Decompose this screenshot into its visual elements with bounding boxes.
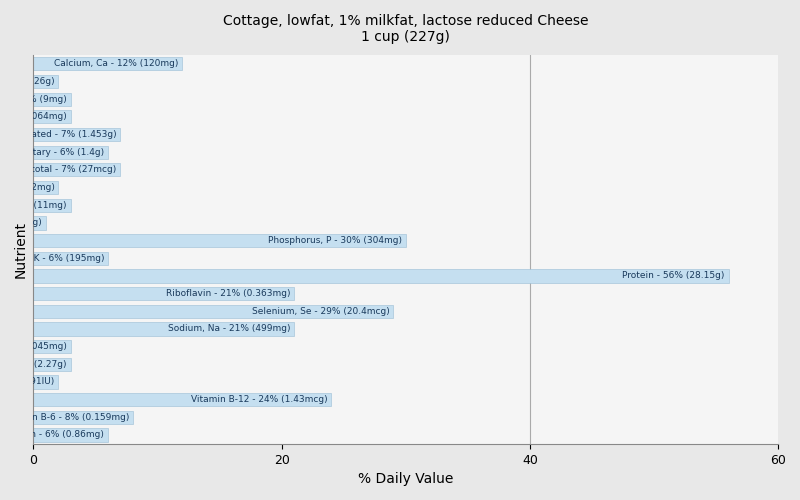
Text: Magnesium, Mg - 3% (11mg): Magnesium, Mg - 3% (11mg) [0, 200, 67, 209]
Text: Total lipid (fat) - 3% (2.27g): Total lipid (fat) - 3% (2.27g) [0, 360, 67, 369]
Text: Phosphorus, P - 30% (304mg): Phosphorus, P - 30% (304mg) [268, 236, 402, 245]
Bar [34, 304, 394, 318]
Text: Vitamin A, IU - 2% (91IU): Vitamin A, IU - 2% (91IU) [0, 378, 54, 386]
Bar [34, 252, 108, 265]
Text: Thiamin - 3% (0.045mg): Thiamin - 3% (0.045mg) [0, 342, 67, 351]
Text: Selenium, Se - 29% (20.4mcg): Selenium, Se - 29% (20.4mcg) [252, 307, 390, 316]
Text: Sodium, Na - 21% (499mg): Sodium, Na - 21% (499mg) [168, 324, 290, 334]
Text: Riboflavin - 21% (0.363mg): Riboflavin - 21% (0.363mg) [166, 289, 290, 298]
Bar [34, 163, 120, 176]
Bar [34, 146, 108, 159]
Bar [34, 376, 58, 388]
Bar [34, 393, 331, 406]
Bar [34, 322, 294, 336]
Bar [34, 216, 46, 230]
Bar [34, 287, 294, 300]
Text: Fiber, total dietary - 6% (1.4g): Fiber, total dietary - 6% (1.4g) [0, 148, 104, 156]
Bar [34, 410, 133, 424]
Text: Vitamin B-12 - 24% (1.43mcg): Vitamin B-12 - 24% (1.43mcg) [191, 395, 328, 404]
Bar [34, 128, 120, 141]
Text: Iron, Fe - 2% (0.32mg): Iron, Fe - 2% (0.32mg) [0, 183, 54, 192]
Bar [34, 428, 108, 442]
Bar [34, 92, 70, 106]
Text: Copper, Cu - 3% (0.064mg): Copper, Cu - 3% (0.064mg) [0, 112, 67, 122]
Text: Potassium, K - 6% (195mg): Potassium, K - 6% (195mg) [0, 254, 104, 262]
Text: Fatty acids, total saturated - 7% (1.453g): Fatty acids, total saturated - 7% (1.453… [0, 130, 117, 139]
Title: Cottage, lowfat, 1% milkfat, lactose reduced Cheese
1 cup (227g): Cottage, lowfat, 1% milkfat, lactose red… [223, 14, 589, 44]
Text: Folate, total - 7% (27mcg): Folate, total - 7% (27mcg) [0, 166, 117, 174]
Text: Carbohydrates - 2% (7.26g): Carbohydrates - 2% (7.26g) [0, 77, 54, 86]
Bar [34, 75, 58, 88]
Bar [34, 340, 70, 353]
Text: Protein - 56% (28.15g): Protein - 56% (28.15g) [622, 272, 725, 280]
X-axis label: % Daily Value: % Daily Value [358, 472, 454, 486]
Bar [34, 57, 182, 70]
Text: Calcium, Ca - 12% (120mg): Calcium, Ca - 12% (120mg) [54, 60, 178, 68]
Bar [34, 110, 70, 124]
Text: Zinc, Zn - 6% (0.86mg): Zinc, Zn - 6% (0.86mg) [0, 430, 104, 440]
Bar [34, 234, 406, 247]
Text: Niacin - 1% (0.295mg): Niacin - 1% (0.295mg) [0, 218, 42, 228]
Bar [34, 181, 58, 194]
Text: Vitamin B-6 - 8% (0.159mg): Vitamin B-6 - 8% (0.159mg) [2, 413, 129, 422]
Bar [34, 270, 729, 282]
Bar [34, 198, 70, 212]
Y-axis label: Nutrient: Nutrient [14, 221, 28, 278]
Bar [34, 358, 70, 371]
Text: Cholesterol - 3% (9mg): Cholesterol - 3% (9mg) [0, 94, 67, 104]
